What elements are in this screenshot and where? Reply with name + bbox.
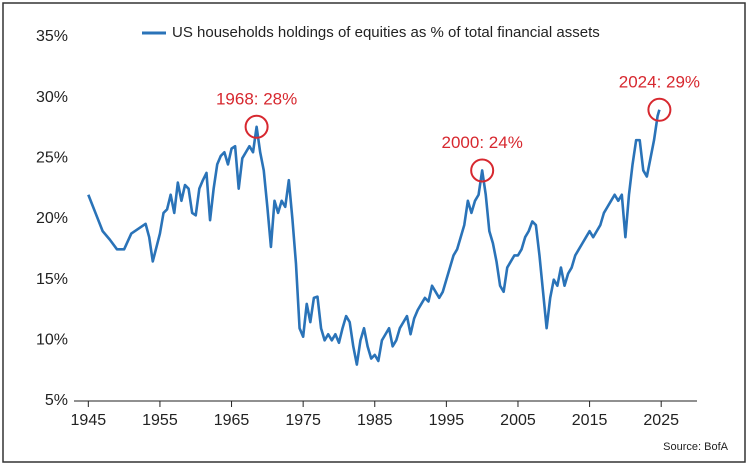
x-tick-label: 1955: [142, 412, 178, 429]
y-tick-label: 25%: [36, 150, 68, 167]
x-tick-label: 2005: [500, 412, 536, 429]
y-tick-label: 10%: [36, 332, 68, 349]
x-tick-label: 2015: [572, 412, 608, 429]
annotation-circle: [244, 114, 269, 139]
legend-label: US households holdings of equities as % …: [172, 24, 600, 41]
y-tick-label: 20%: [36, 210, 68, 227]
annotation-label: 1968: 28%: [216, 89, 297, 108]
x-tick-label: 2025: [643, 412, 679, 429]
x-tick-label: 1985: [357, 412, 393, 429]
x-tick-label: 1965: [214, 412, 250, 429]
y-tick-label: 30%: [36, 89, 68, 106]
source: Source: BofA: [663, 441, 728, 453]
annotation-label: 2000: 24%: [442, 133, 523, 152]
annotation-circle: [647, 97, 672, 122]
annotation-circle: [470, 158, 495, 183]
x-tick-label: 1945: [71, 412, 107, 429]
frame: [2, 2, 746, 463]
series-line: [87, 109, 661, 366]
y-tick-label: 5%: [45, 392, 68, 409]
x-tick-label: 1995: [429, 412, 465, 429]
y-tick-label: 15%: [36, 271, 68, 288]
y-tick-label: 35%: [36, 28, 68, 45]
x-tick-label: 1975: [285, 412, 321, 429]
annotation-label: 2024: 29%: [619, 72, 700, 91]
